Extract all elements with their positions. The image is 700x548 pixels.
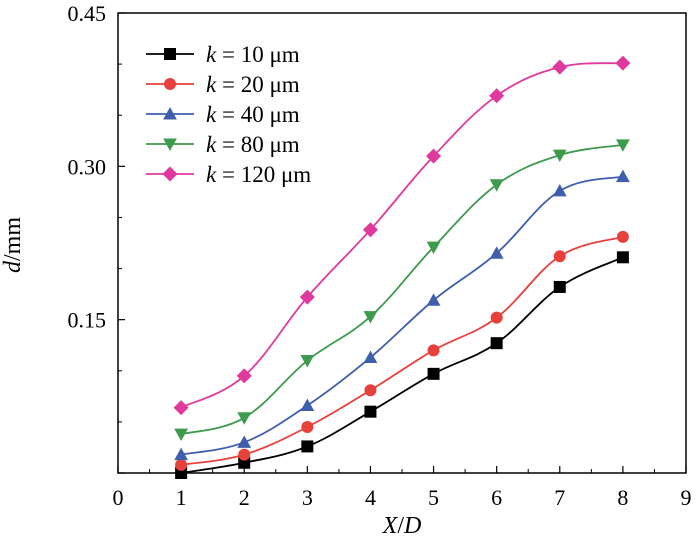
data-point	[301, 421, 314, 433]
series-line	[180, 236, 624, 466]
data-point	[615, 169, 630, 183]
data-point	[300, 355, 315, 368]
data-point	[489, 246, 504, 259]
data-point	[164, 78, 176, 90]
legend-label: k = 10 μm	[206, 42, 300, 67]
data-point	[616, 251, 629, 264]
data-point	[489, 179, 504, 192]
data-point	[615, 139, 630, 152]
x-tick-label: 7	[554, 485, 565, 510]
data-point	[364, 405, 377, 418]
data-point	[175, 458, 188, 471]
series-4	[173, 55, 631, 416]
series-group	[173, 55, 631, 479]
data-point	[552, 149, 567, 162]
x-tick-label: 4	[365, 485, 376, 510]
data-point	[173, 400, 189, 416]
legend-item: k = 10 μm	[146, 42, 300, 67]
legend-item: k = 80 μm	[146, 132, 300, 157]
data-point	[237, 412, 252, 425]
data-point	[300, 398, 315, 412]
data-point	[427, 367, 440, 380]
data-point	[364, 384, 377, 397]
data-point	[164, 48, 176, 60]
legend-label: k = 20 μm	[206, 72, 300, 97]
tick-marks	[117, 12, 687, 474]
x-tick-label: 6	[491, 485, 502, 510]
plot-frame	[117, 12, 687, 474]
y-tick-label: 0.15	[68, 308, 107, 333]
data-point	[489, 88, 505, 104]
data-point	[553, 250, 566, 263]
data-point	[301, 440, 314, 453]
x-tick-label: 1	[176, 485, 187, 510]
series-2	[174, 169, 630, 461]
series-3	[174, 139, 630, 442]
legend-label: k = 80 μm	[206, 132, 300, 157]
data-point	[426, 148, 442, 164]
y-tick-label: 0.45	[68, 1, 107, 26]
data-point	[427, 344, 440, 357]
series-line	[180, 62, 623, 409]
data-point	[163, 107, 177, 120]
data-point	[552, 183, 567, 197]
series-1	[175, 230, 629, 471]
y-tick-labels: 0.15 0.30 0.45	[68, 1, 107, 333]
data-point	[552, 59, 568, 75]
x-tick-labels: 0 1 2 3 4 5 6 7 8 9	[113, 485, 692, 510]
data-point	[615, 55, 631, 71]
x-axis-title: X/D	[382, 513, 422, 539]
data-point	[236, 368, 252, 384]
data-point	[490, 337, 503, 350]
x-tick-label: 0	[113, 485, 124, 510]
legend: k = 10 μm k = 20 μm k = 40 μm k = 80 μm k = …	[146, 42, 311, 187]
x-tick-label: 8	[617, 485, 628, 510]
data-point	[490, 311, 503, 324]
x-tick-label: 3	[302, 485, 313, 510]
legend-label: k = 40 μm	[206, 102, 300, 127]
legend-label: k = 120 μm	[206, 162, 311, 187]
data-point	[426, 241, 441, 254]
data-point	[553, 280, 566, 293]
data-point	[363, 350, 378, 364]
legend-item: k = 120 μm	[146, 162, 311, 187]
y-axis-title: d/mm	[0, 217, 26, 273]
data-point	[363, 311, 378, 324]
y-tick-label: 0.30	[68, 154, 107, 179]
legend-item: k = 40 μm	[146, 102, 300, 127]
data-point	[426, 293, 441, 306]
x-tick-label: 9	[681, 485, 692, 510]
data-point	[163, 138, 177, 151]
series-line	[180, 175, 624, 456]
data-point	[174, 447, 189, 461]
data-point	[174, 428, 189, 442]
data-point	[616, 230, 629, 243]
series-line	[180, 143, 624, 436]
legend-item: k = 20 μm	[146, 72, 300, 97]
data-point	[362, 222, 378, 238]
x-tick-label: 5	[428, 485, 439, 510]
data-point	[162, 166, 178, 182]
data-point	[237, 435, 252, 448]
data-point	[299, 289, 315, 305]
x-tick-label: 2	[239, 485, 250, 510]
data-point	[238, 448, 251, 461]
